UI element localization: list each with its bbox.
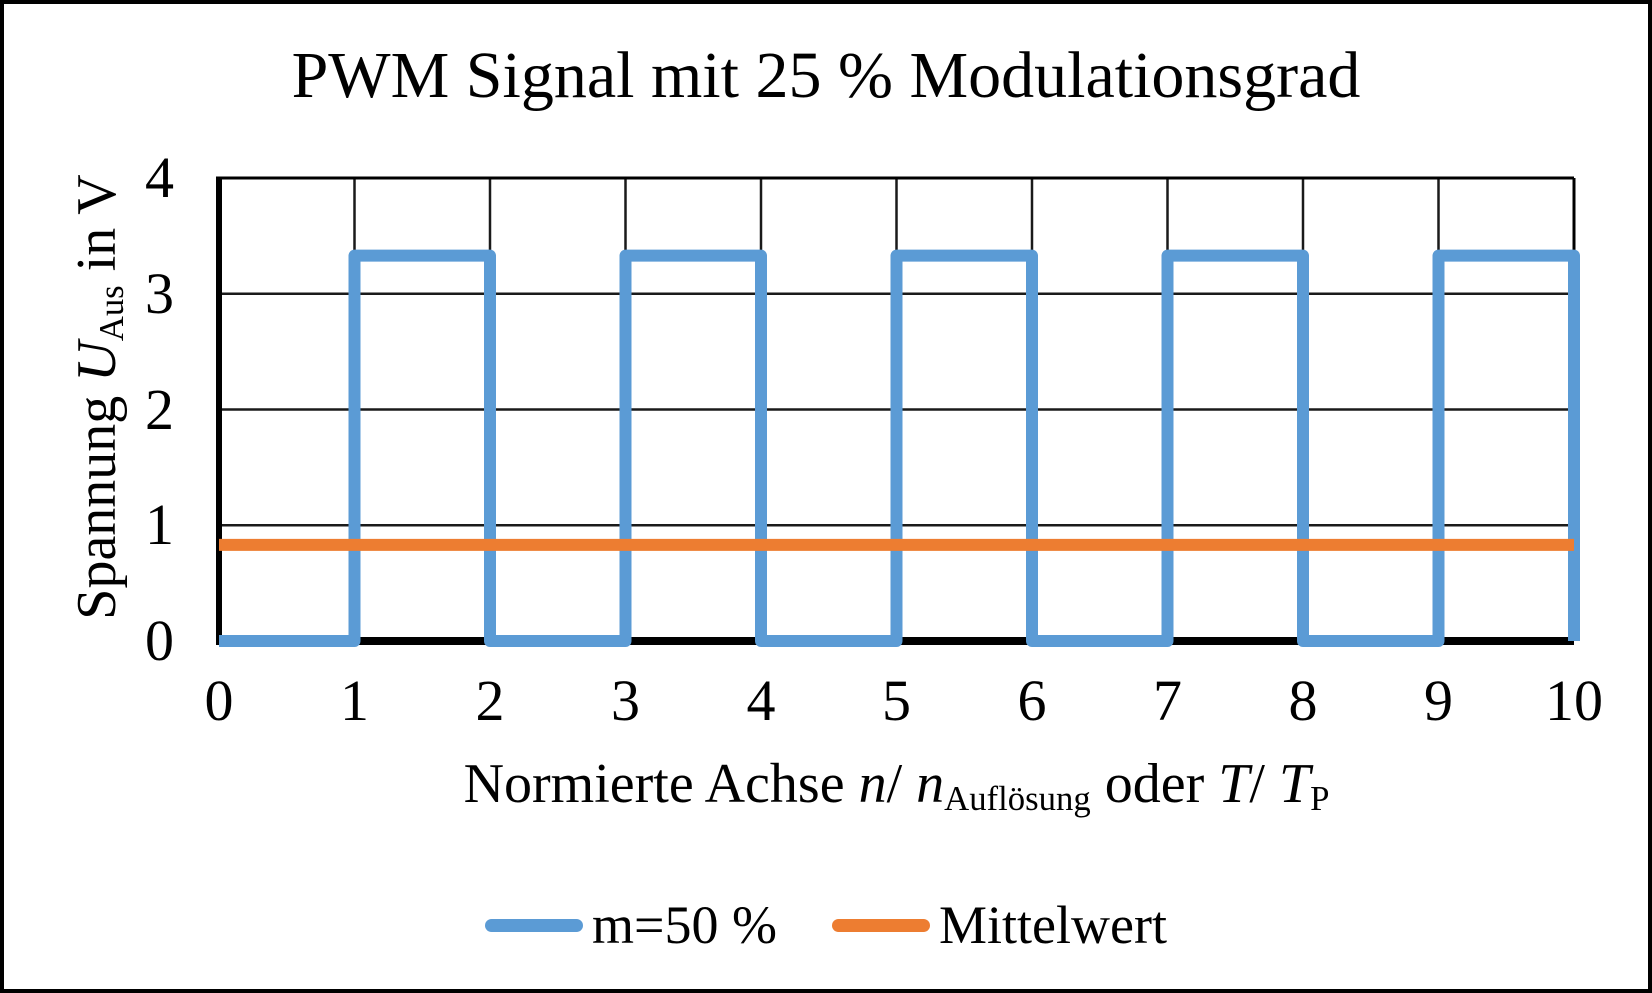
plot-svg [216, 176, 1580, 647]
x-tick-label-3: 3 [611, 668, 640, 733]
axis-title-fragment: Normierte Achse [463, 753, 859, 815]
legend-swatch-signal [485, 918, 584, 932]
pwm-signal-line [219, 249, 1580, 647]
legend-label-signal: m=50 % [592, 895, 777, 955]
x-tick-label-9: 9 [1424, 668, 1453, 733]
axis-title-fragment: oder [1090, 753, 1219, 815]
x-tick-label-4: 4 [746, 668, 776, 733]
axis-title-fragment: n [916, 753, 945, 815]
y-tick-label-3: 3 [145, 260, 174, 326]
axis-title-fragment: Auflösung [944, 778, 1091, 818]
legend-item-signal: m=50 % [485, 894, 777, 956]
axis-title-fragment: T [1218, 753, 1250, 815]
legend-label-mean: Mittelwert [939, 895, 1167, 955]
x-axis-title: Normierte Achse n/ nAuflösung oder T/ TP [219, 752, 1574, 818]
x-tick-label-8: 8 [1288, 668, 1318, 733]
y-tick-label-0: 0 [145, 608, 174, 673]
legend-item-mean: Mittelwert [832, 894, 1167, 956]
x-tick-label-7: 7 [1153, 668, 1182, 733]
plot-area [216, 176, 1580, 647]
x-tick-label-5: 5 [882, 668, 911, 733]
axis-title-fragment: T [1278, 753, 1311, 815]
x-tick-label-6: 6 [1017, 668, 1047, 733]
axis-title-fragment: P [1310, 778, 1330, 818]
x-tick-label-10: 10 [1545, 668, 1603, 733]
legend: m=50 % Mittelwert [4, 894, 1648, 956]
legend-swatch-mean [832, 918, 930, 932]
chart-title: PWM Signal mit 25 % Modulationsgrad [291, 39, 1361, 112]
x-tick-label-1: 1 [340, 668, 369, 733]
axis-title-fragment: / [1249, 753, 1279, 815]
y-tick-label-1: 1 [145, 492, 174, 558]
axis-title-fragment: / [886, 753, 917, 815]
y-tick-label-2: 2 [145, 376, 174, 442]
axis-title-fragment: n [858, 753, 887, 815]
x-tick-label-0: 0 [204, 668, 234, 733]
y-tick-label-4: 4 [145, 145, 174, 210]
x-tick-label-2: 2 [475, 668, 505, 733]
x-tick-labels: 0 1 2 3 4 5 6 7 8 9 10 [205, 668, 1604, 742]
